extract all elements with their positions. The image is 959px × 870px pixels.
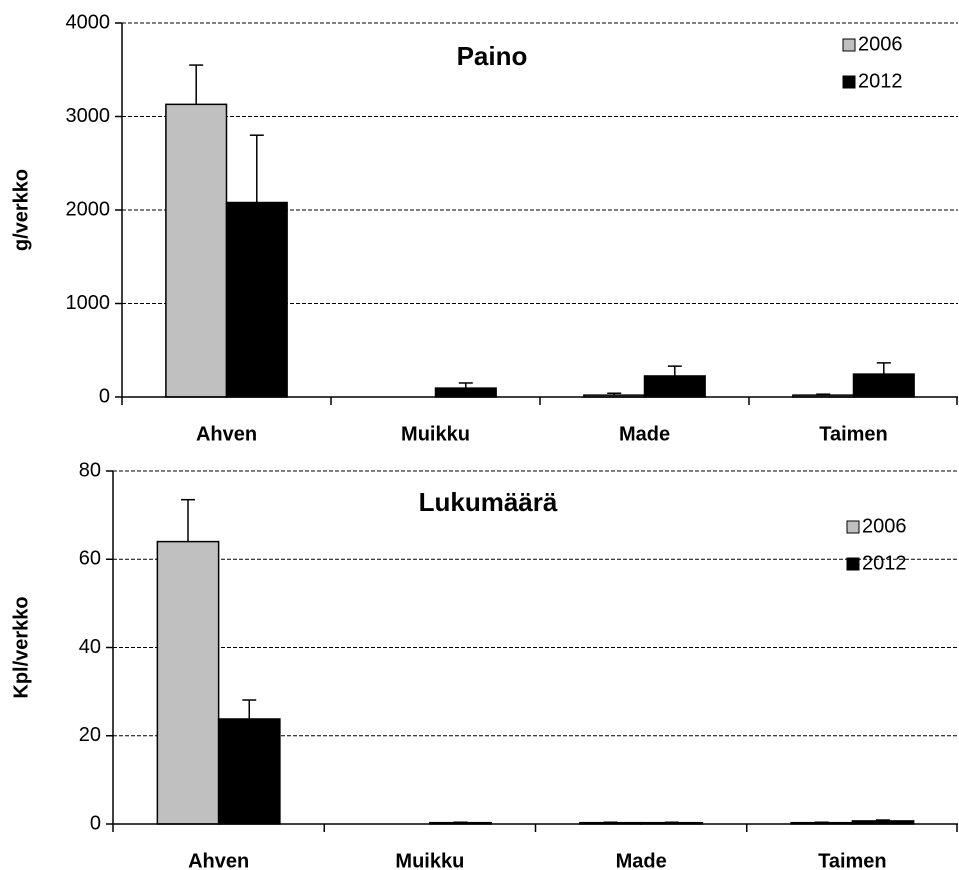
y-tick-label: 4000 <box>66 11 111 33</box>
y-axis-label: g/verkko <box>10 169 32 251</box>
y-tick-label: 60 <box>79 548 101 570</box>
x-tick-label: Taimen <box>819 423 888 445</box>
y-tick-label: 0 <box>90 812 101 834</box>
bar <box>156 540 220 825</box>
bar <box>643 375 706 398</box>
bar <box>217 718 281 825</box>
x-tick-label: Taimen <box>818 850 887 870</box>
y-tick-label: 2000 <box>66 198 111 220</box>
bar <box>165 103 228 398</box>
y-tick-label: 1000 <box>66 292 111 314</box>
bar <box>225 201 288 398</box>
chart-title: Paino <box>457 41 528 71</box>
error-bar <box>458 382 473 389</box>
x-tick-label: Muikku <box>395 850 464 870</box>
chart-title: Lukumäärä <box>419 487 558 517</box>
error-bar <box>189 64 204 105</box>
legend-label: 2006 <box>862 515 907 537</box>
y-axis-label: Kpl/verkko <box>10 596 32 698</box>
x-tick-label: Made <box>619 423 670 445</box>
y-tick-label: 40 <box>79 636 101 658</box>
bar <box>852 373 915 398</box>
legend-swatch <box>842 75 856 89</box>
legend-swatch <box>842 38 856 52</box>
error-bar <box>876 362 891 375</box>
y-tick-label: 3000 <box>66 105 111 127</box>
x-tick-label: Muikku <box>401 423 470 445</box>
legend-label: 2012 <box>862 552 907 574</box>
x-tick-label: Ahven <box>188 850 249 870</box>
error-bar <box>667 365 682 376</box>
error-bar <box>816 393 831 396</box>
x-tick-label: Made <box>616 850 667 870</box>
error-bar <box>876 819 891 821</box>
x-tick-label: Ahven <box>196 423 257 445</box>
error-bar <box>242 699 257 719</box>
error-bar <box>607 392 622 396</box>
y-tick-label: 80 <box>79 459 101 481</box>
legend-swatch <box>846 557 860 571</box>
legend-label: 2012 <box>858 70 903 92</box>
y-tick-label: 0 <box>99 385 110 407</box>
legend-label: 2006 <box>858 33 903 55</box>
legend-swatch <box>846 520 860 534</box>
bar <box>434 387 497 398</box>
error-bar <box>249 134 264 203</box>
error-bar <box>180 498 195 542</box>
y-tick-label: 20 <box>79 724 101 746</box>
